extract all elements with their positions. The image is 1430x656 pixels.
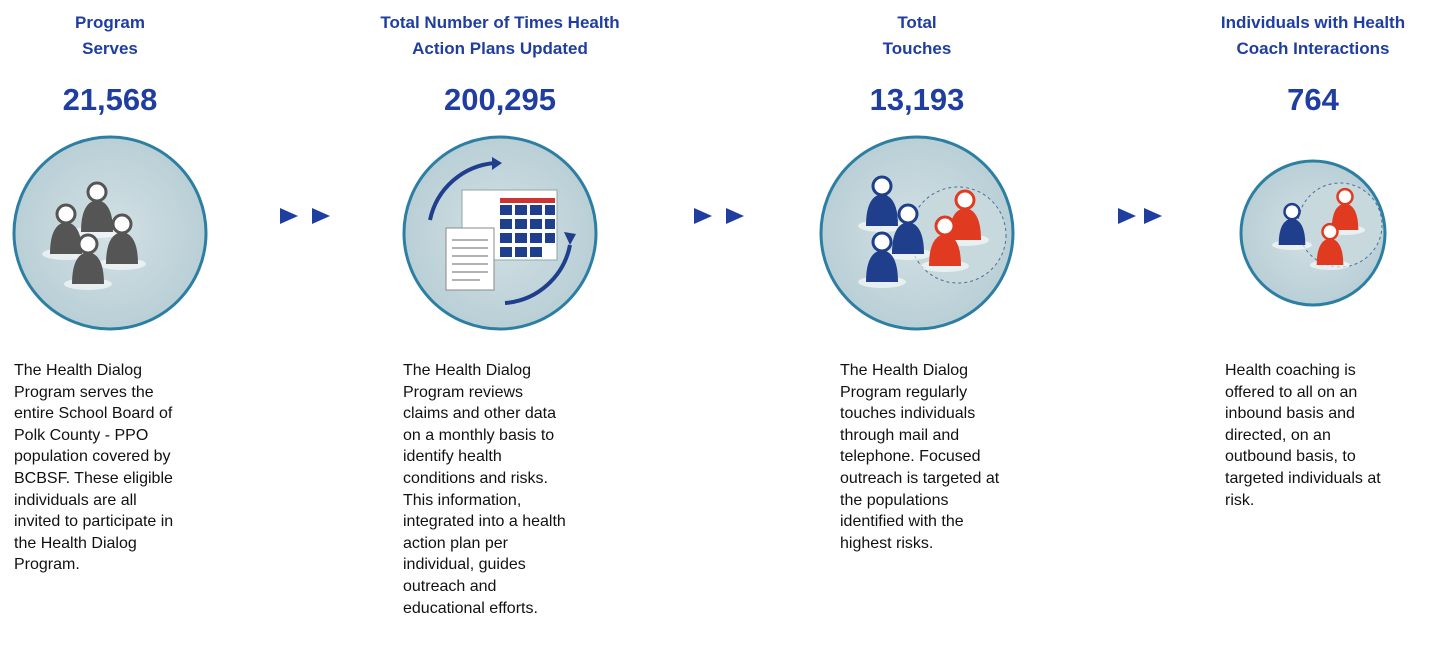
description-line: the Health Dialog [14, 534, 137, 552]
step-description: The Health Dialog Program serves the entir… [14, 360, 173, 576]
description-line: identify health [403, 448, 502, 466]
description-line: Program regularly [840, 383, 968, 401]
description-line: claims and other data [403, 405, 556, 423]
step-number: 764 [1287, 82, 1339, 117]
description-line: individual, guides [403, 556, 526, 574]
step-title: Program Serves [0, 10, 300, 62]
description-line: touches individuals [840, 405, 976, 423]
title-line: Individuals with Health [1220, 13, 1406, 32]
description-line: outreach and [403, 577, 497, 595]
description-line: integrated into a health [403, 513, 566, 531]
description-line: action plan per [403, 534, 508, 552]
step-number: 13,193 [869, 82, 965, 117]
description-line: entire School Board of [14, 405, 173, 423]
step-title: Total Number of Times Health Action Plans… [310, 10, 690, 62]
description-line: Health coaching is [1225, 362, 1356, 379]
description-line: directed, on an [1225, 426, 1331, 444]
title-line: Program [75, 13, 145, 32]
description-line: telephone. Focused [840, 448, 981, 466]
title-line: Total Number of Times Health [380, 13, 620, 32]
description-line: through mail and [840, 426, 960, 444]
step-description: Health coaching is offered to all on an in… [1225, 360, 1381, 511]
step-title: Total Touches [727, 10, 1107, 62]
description-line: educational efforts. [403, 599, 538, 617]
icon-people [12, 135, 208, 331]
description-line: outreach is targeted at [840, 469, 1000, 487]
description-line: targeted individuals at [1225, 469, 1381, 487]
arrows [280, 208, 1162, 224]
title-line: Coach Interactions [1236, 39, 1390, 58]
icon-coach [1239, 159, 1387, 307]
description-line: This information, [403, 491, 522, 509]
description-line: Program serves the [14, 383, 154, 401]
title-line: Action Plans Updated [412, 39, 588, 58]
description-line: individuals are all [14, 491, 137, 509]
description-line: invited to participate in [14, 513, 174, 531]
description-line: inbound basis and [1225, 405, 1355, 423]
description-line: highest risks. [840, 534, 934, 552]
description-line: Program reviews [403, 383, 524, 401]
description-line: The Health Dialog [403, 362, 532, 379]
description-line: on a monthly basis to [403, 426, 555, 444]
icon-touches [819, 135, 1015, 331]
step-title: Individuals with Health Coach Interaction… [1123, 10, 1430, 62]
step-number: 21,568 [62, 82, 158, 117]
description-line: BCBSF. These eligible [14, 469, 173, 487]
description-line: outbound basis, to [1225, 448, 1356, 466]
description-line: The Health Dialog [840, 362, 969, 379]
step-number: 200,295 [443, 82, 557, 117]
title-line: Total [897, 13, 937, 32]
description-line: risk. [1225, 491, 1255, 509]
description-line: population covered by [14, 448, 171, 466]
step-description: The Health Dialog Program reviews claims a… [403, 360, 566, 619]
description-line: conditions and risks. [403, 469, 548, 487]
icon-plan [402, 135, 598, 331]
title-line: Serves [82, 39, 138, 58]
description-line: offered to all on an [1225, 383, 1358, 401]
description-line: the populations [840, 491, 949, 509]
description-line: identified with the [840, 513, 964, 531]
description-line: Program. [14, 556, 80, 574]
description-line: The Health Dialog [14, 362, 143, 379]
title-line: Touches [882, 39, 952, 58]
description-line: Polk County - PPO [14, 426, 149, 444]
step-description: The Health Dialog Program regularly touche… [840, 360, 999, 554]
